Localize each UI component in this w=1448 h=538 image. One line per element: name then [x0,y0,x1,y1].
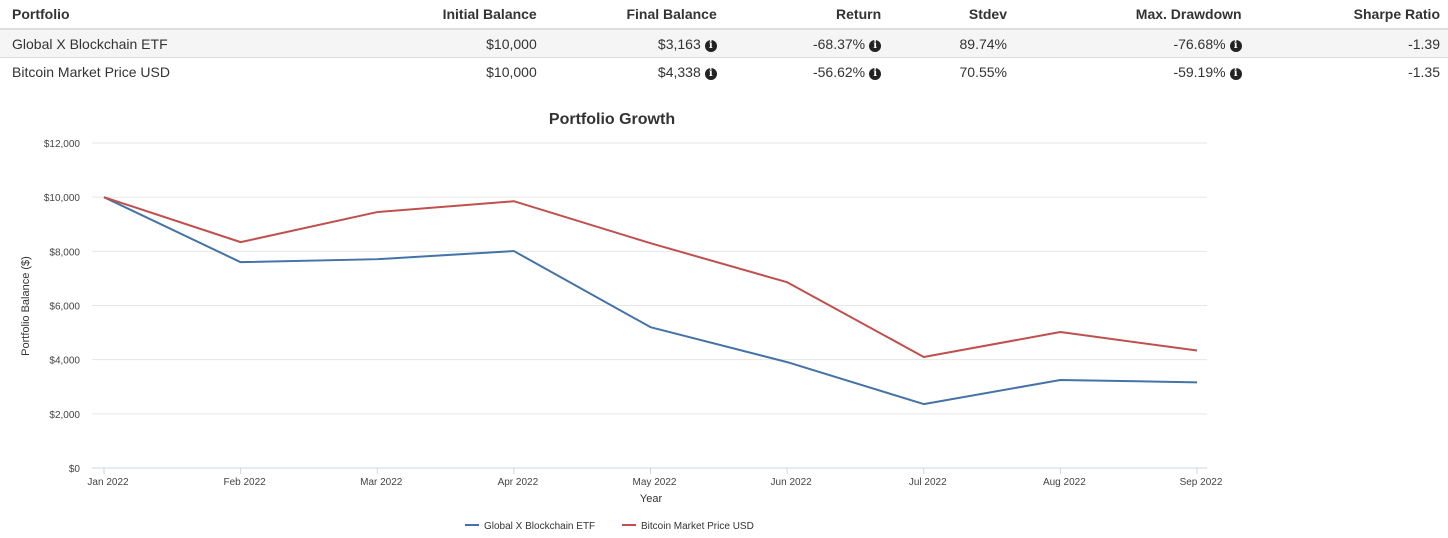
legend-item[interactable]: Bitcoin Market Price USD [622,521,754,532]
y-axis-ticks: $0 $2,000 $4,000 $6,000 $8,000 $10,000 $12,000 [44,139,81,475]
cell-stdev: 89.74% [889,29,1015,58]
drawdown-value: -76.68% [1173,35,1226,52]
x-tick-label: Apr 2022 [498,477,539,488]
cell-max-drawdown: -59.19% i [1014,57,1250,85]
header-portfolio: Portfolio [0,0,332,30]
drawdown-value: -59.19% [1173,63,1226,80]
info-circle-icon[interactable]: i [704,39,717,52]
x-axis: Jan 2022 Feb 2022 Mar 2022 Apr 2022 May 2022… [87,468,1223,488]
legend-label: Bitcoin Market Price USD [641,521,754,532]
header-final-balance: Final Balance [544,0,725,30]
header-stdev: Stdev [889,0,1015,30]
series-lines [103,196,1198,406]
x-tick-label: Feb 2022 [223,477,266,488]
y-axis-title: Portfolio Balance ($) [20,256,32,356]
x-tick-label: Mar 2022 [360,477,403,488]
info-circle-icon[interactable]: i [1229,67,1242,80]
portfolio-growth-chart: Portfolio Growth $0 $2,000 $4,000 $6,000 $8,… [20,111,1223,532]
series-line-1 [103,196,1198,358]
y-tick-label: $8,000 [49,247,80,258]
portfolio-summary-table: Portfolio Initial Balance Final Balance … [0,0,1448,85]
series-line-0 [103,196,1198,406]
cell-final-balance: $3,163 i [544,29,725,58]
cell-final-balance: $4,338 i [544,57,725,85]
table-header-row: Portfolio Initial Balance Final Balance … [0,0,1448,30]
info-circle-icon[interactable]: i [704,67,717,80]
final-balance-value: $3,163 [657,35,701,52]
final-balance-value: $4,338 [657,63,701,80]
x-tick-label: Jun 2022 [771,477,813,488]
table-row: Bitcoin Market Price USD $10,000 $4,338 i… [0,57,1448,85]
chart-title: Portfolio Growth [549,111,675,128]
x-tick-label: May 2022 [633,477,677,488]
cell-initial-balance: $10,000 [331,29,545,58]
table-row: Global X Blockchain ETF $10,000 $3,163 i … [0,29,1448,58]
header-return: Return [724,0,890,30]
x-tick-label: Jul 2022 [909,477,947,488]
cell-max-drawdown: -76.68% i [1014,29,1250,58]
info-circle-icon[interactable]: i [1229,39,1242,52]
info-circle-icon[interactable]: i [869,67,882,80]
cell-portfolio: Bitcoin Market Price USD [0,57,332,85]
cell-stdev: 70.55% [889,57,1015,85]
cell-return: -56.62% i [724,57,890,85]
x-tick-label: Jan 2022 [87,477,129,488]
cell-sharpe-ratio: -1.39 [1249,29,1448,58]
grid-lines [92,142,1207,469]
y-tick-label: $4,000 [49,356,80,367]
cell-return: -68.37% i [724,29,890,58]
chart-legend: Global X Blockchain ETF Bitcoin Market Pr… [465,521,754,532]
header-initial-balance: Initial Balance [331,0,545,30]
header-max-drawdown: Max. Drawdown [1014,0,1250,30]
cell-portfolio: Global X Blockchain ETF [0,29,332,58]
y-tick-label: $10,000 [44,193,81,204]
y-tick-label: $0 [69,464,81,475]
x-axis-title: Year [640,493,663,505]
return-value: -68.37% [812,35,866,52]
y-tick-label: $6,000 [49,302,80,313]
x-tick-label: Aug 2022 [1043,477,1086,488]
cell-sharpe-ratio: -1.35 [1249,57,1448,85]
y-tick-label: $2,000 [49,410,80,421]
y-tick-label: $12,000 [44,139,81,150]
header-sharpe-ratio: Sharpe Ratio [1249,0,1448,30]
info-circle-icon[interactable]: i [869,39,882,52]
legend-label: Global X Blockchain ETF [484,521,595,532]
return-value: -56.62% [812,63,866,80]
legend-item[interactable]: Global X Blockchain ETF [465,521,595,532]
cell-initial-balance: $10,000 [331,57,545,85]
x-tick-label: Sep 2022 [1180,477,1223,488]
